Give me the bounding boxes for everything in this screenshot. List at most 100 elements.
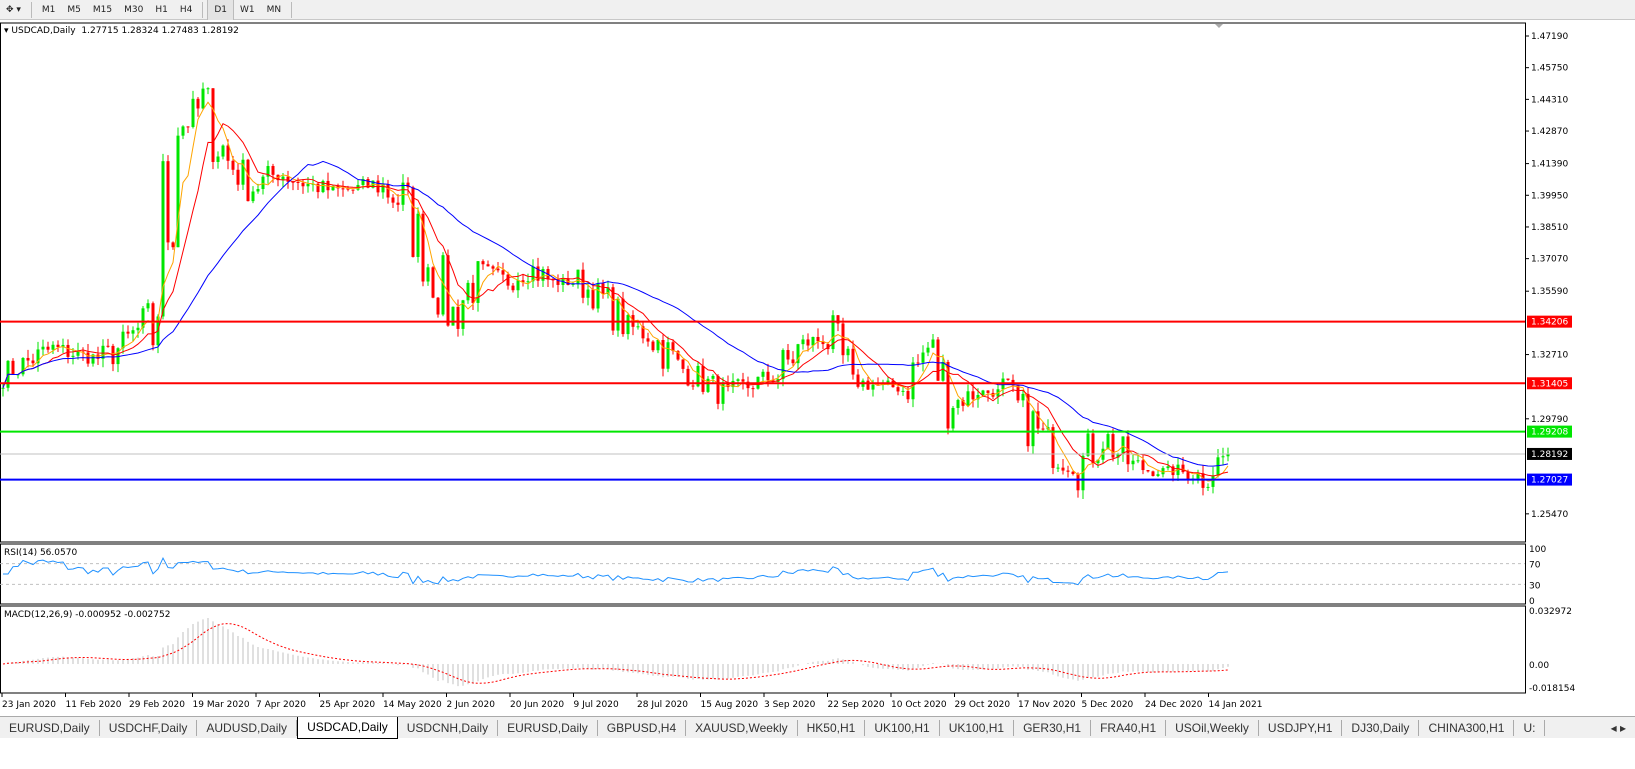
candle-body (1146, 470, 1150, 472)
price-tick-label: 1.41390 (1531, 160, 1568, 170)
candle-body (691, 385, 695, 387)
candle-body (431, 267, 435, 298)
chart-tab[interactable]: USDCHF,Daily (100, 719, 198, 736)
chart-tab[interactable]: U: (1514, 719, 1546, 736)
tf-h1[interactable]: H1 (155, 4, 168, 15)
candle-body (196, 98, 200, 109)
chart-tab[interactable]: UK100,H1 (940, 719, 1015, 736)
candle-body (436, 297, 440, 315)
chart-tab[interactable]: USDJPY,H1 (1259, 719, 1343, 736)
chart-tab[interactable]: CHINA300,H1 (1419, 719, 1515, 736)
candle-body (1116, 453, 1120, 458)
tf-d1[interactable]: D1 (207, 0, 235, 20)
tf-m5[interactable]: M5 (67, 4, 81, 15)
candle-body (1136, 460, 1140, 462)
chart-tab[interactable]: AUDUSD,Daily (197, 719, 298, 736)
candle-body (781, 350, 785, 380)
candle-body (456, 306, 460, 329)
candle-body (696, 365, 700, 387)
candle-body (796, 344, 800, 364)
date-tick-label: 29 Feb 2020 (129, 700, 185, 710)
macd-tick-label: 0.00 (1529, 661, 1549, 671)
candle-body (91, 354, 95, 364)
date-tick-label: 5 Dec 2020 (1082, 700, 1134, 710)
candle-body (231, 160, 235, 170)
candle-body (1151, 471, 1155, 477)
tf-w1[interactable]: W1 (240, 4, 255, 15)
candle-body (606, 287, 610, 294)
candle-body (801, 339, 805, 345)
level-price-text: 1.29208 (1531, 428, 1568, 438)
candle-body (1061, 467, 1065, 471)
candle-body (686, 368, 690, 386)
tab-scroll-arrows[interactable]: ◂ ▸ (1610, 720, 1626, 735)
chart-tab[interactable]: EURUSD,Daily (498, 719, 598, 736)
chart-tab[interactable]: GBPUSD,H4 (598, 719, 687, 736)
candle-body (441, 255, 445, 315)
candles (1, 82, 1230, 500)
candle-body (1221, 456, 1225, 458)
chart-tab[interactable]: HK50,H1 (798, 719, 866, 736)
tf-m1[interactable]: M1 (41, 4, 56, 15)
chart-tab[interactable]: EURUSD,Daily (0, 719, 100, 736)
chart-tab[interactable]: DJ30,Daily (1342, 719, 1420, 736)
candle-body (516, 280, 520, 291)
candle-body (1166, 466, 1170, 469)
candle-body (626, 315, 630, 335)
candle-body (851, 348, 855, 375)
candle-body (541, 269, 545, 281)
tf-h4[interactable]: H4 (179, 4, 193, 15)
chart-tab[interactable]: XAUUSD,Weekly (686, 719, 798, 736)
current-price-text: 1.28192 (1531, 450, 1568, 460)
chart-tab[interactable]: USOil,Weekly (1166, 719, 1259, 736)
date-tick-label: 19 Mar 2020 (193, 700, 250, 710)
shift-marker-icon (1215, 24, 1223, 28)
candle-body (536, 266, 540, 281)
candle-body (806, 339, 810, 346)
date-tick-label: 9 Jul 2020 (574, 700, 619, 710)
candle-body (741, 379, 745, 382)
candle-body (821, 341, 825, 345)
candle-body (511, 285, 515, 291)
candle-body (856, 374, 860, 387)
tf-mn[interactable]: MN (266, 4, 282, 15)
chart-tab[interactable]: FRA40,H1 (1091, 719, 1167, 736)
chart-tab[interactable]: UK100,H1 (865, 719, 940, 736)
candle-body (396, 202, 400, 205)
chart-tab[interactable]: GER30,H1 (1014, 719, 1092, 736)
date-tick-label: 17 Nov 2020 (1018, 700, 1076, 710)
level-price-text: 1.27027 (1531, 476, 1568, 486)
price-tick-label: 1.37070 (1531, 255, 1568, 265)
candle-body (1086, 433, 1090, 456)
tf-m15[interactable]: M15 (92, 4, 113, 15)
rsi-tick-label: 30 (1529, 581, 1541, 591)
tf-m30[interactable]: M30 (124, 4, 144, 15)
chart-tab[interactable]: USDCAD,Daily (297, 716, 398, 739)
symbol-label: USDCAD,Daily (11, 26, 76, 36)
candle-body (661, 340, 665, 369)
candle-body (656, 340, 660, 351)
candle-body (591, 289, 595, 309)
macd-tick-label: 0.032972 (1529, 607, 1572, 617)
candle-body (186, 126, 190, 128)
chart-tab[interactable]: USDCNH,Daily (398, 719, 499, 736)
candle-body (846, 348, 850, 356)
chart-info: ▾ USDCAD,Daily 1.27715 1.28324 1.27483 1… (4, 26, 239, 36)
rsi-pane-frame (0, 543, 1526, 605)
candle-body (1056, 467, 1060, 469)
price-chart[interactable]: 1.34206 1.31405 1.29208 1.27027 1.28192 1.471… (0, 21, 1635, 715)
candle-body (216, 156, 220, 162)
candle-body (986, 390, 990, 393)
price-tick-label: 1.35590 (1531, 287, 1568, 297)
candle-body (491, 266, 495, 269)
level-price-label (1527, 425, 1572, 438)
crosshair-dropdown[interactable]: ✥ ▾ (6, 4, 21, 15)
candle-body (271, 166, 275, 175)
candle-body (301, 182, 305, 187)
candle-body (1081, 455, 1085, 491)
candle-body (471, 282, 475, 303)
candle-body (736, 379, 740, 381)
candle-body (121, 331, 125, 349)
candle-body (901, 390, 905, 392)
date-tick-label: 2 Jun 2020 (447, 700, 496, 710)
